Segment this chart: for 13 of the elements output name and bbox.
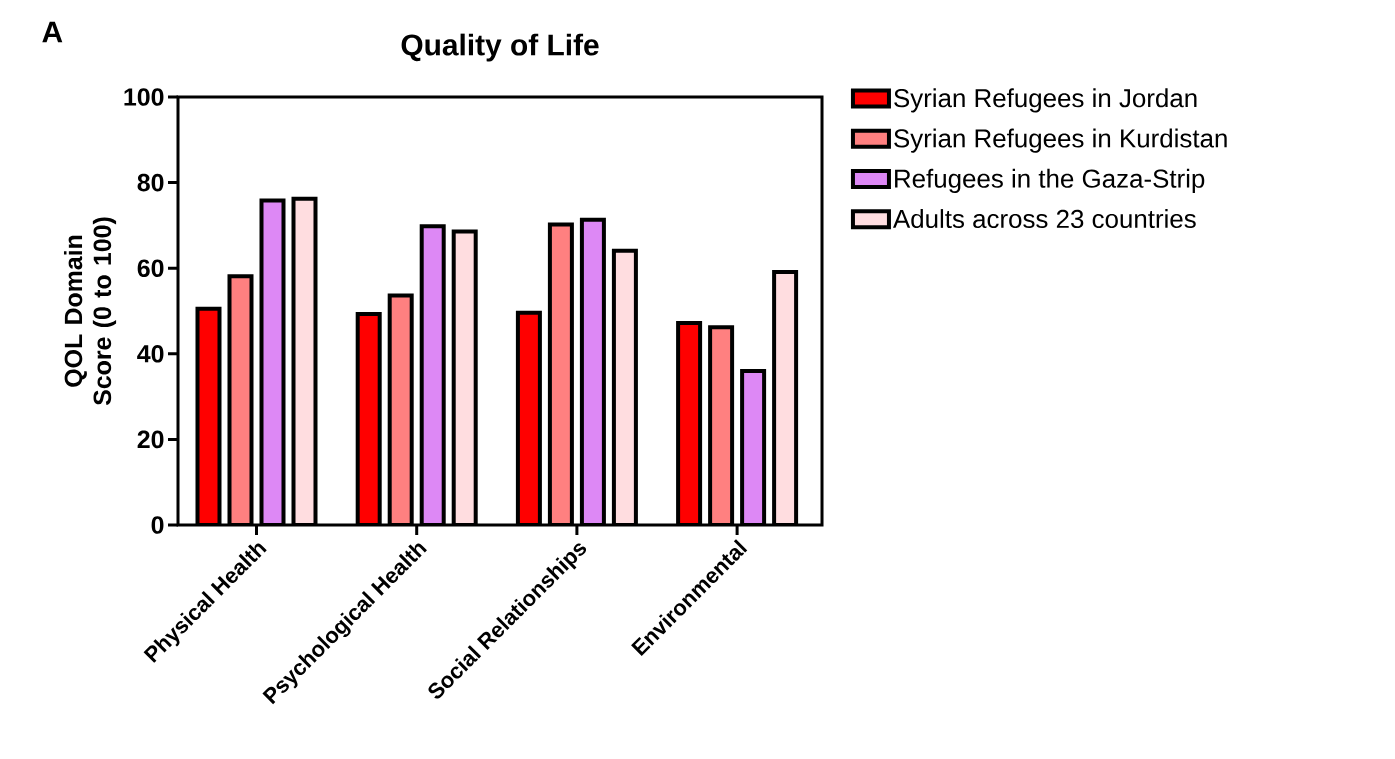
- y-axis-title: QOL Domain Score (0 to 100): [63, 217, 117, 406]
- legend-label: Syrian Refugees in Kurdistan: [894, 128, 1227, 153]
- y-tick-label: 20: [137, 430, 164, 449]
- y-tick-label: 60: [137, 259, 164, 278]
- y-tick-label: 0: [151, 516, 164, 534]
- legend-label: Refugees in the Gaza-Strip: [895, 168, 1205, 193]
- legend-label: Adults across 23 countries: [892, 209, 1196, 229]
- y-tick-label: 100: [124, 88, 164, 106]
- chart-title: Quality of Life: [401, 33, 599, 62]
- legend-label: Syrian Refugees in Jordan: [894, 88, 1197, 113]
- text: A: [42, 21, 63, 43]
- y-tick-label: 40: [137, 344, 164, 363]
- y-tick-label: 80: [137, 173, 164, 192]
